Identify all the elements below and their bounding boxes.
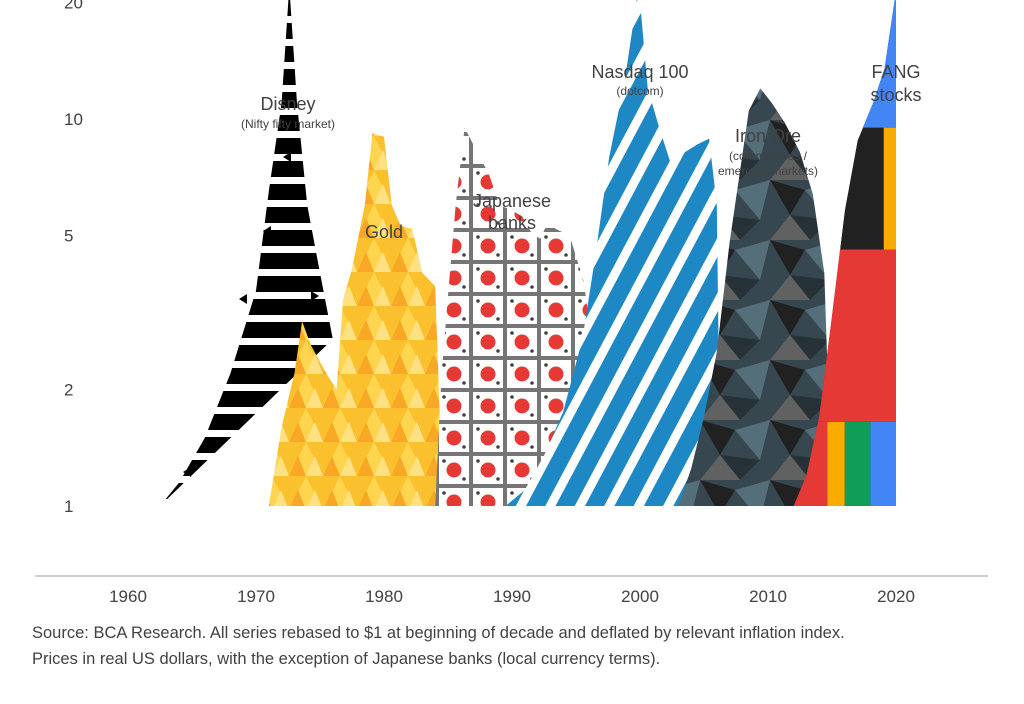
y-tick-label: 2	[64, 381, 73, 400]
x-tick-label: 1960	[109, 587, 147, 606]
label-fang-2: stocks	[870, 85, 921, 105]
label-japanese-banks-1: Japanese	[473, 191, 551, 211]
y-tick-label: 10	[64, 110, 83, 129]
arrow-marker-icon	[183, 467, 191, 477]
y-tick-label: 1	[64, 497, 73, 516]
annotations: Disney (Nifty fifty market) Gold Japanes…	[241, 62, 922, 242]
series-disney	[160, 0, 333, 506]
y-axis-tick-labels: 1 2 5 10 20	[64, 0, 83, 516]
label-iron-ore-sub2: emerging markets)	[718, 164, 818, 178]
source-line-2: Prices in real US dollars, with the exce…	[32, 650, 661, 668]
x-tick-label: 1990	[493, 587, 531, 606]
disney-arrow-markers	[183, 152, 319, 477]
y-tick-label: 20	[64, 0, 83, 12]
source-line-1: Source: BCA Research. All series rebased…	[32, 624, 845, 642]
arrow-marker-icon	[311, 291, 319, 301]
series-layer	[160, 0, 896, 507]
series-gold	[268, 133, 443, 506]
x-axis-tick-labels: 1960 1970 1980 1990 2000 2010 2020	[109, 587, 915, 606]
source-note: Source: BCA Research. All series rebased…	[32, 620, 1007, 672]
bubbles-chart: 1 2 5 10 20 1960 1970 1980 1990 2000 2010 2020 Dis…	[35, 0, 988, 606]
arrow-marker-icon	[239, 294, 247, 304]
label-fang-1: FANG	[871, 62, 920, 82]
label-nasdaq-sub: (dotcom)	[616, 84, 663, 98]
y-tick-label: 5	[64, 226, 73, 245]
label-iron-ore-sub1: (commodities /	[729, 149, 808, 163]
x-tick-label: 2020	[877, 587, 915, 606]
label-nasdaq: Nasdaq 100	[591, 62, 688, 82]
series-japanese-banks	[435, 127, 602, 506]
x-tick-label: 1980	[365, 587, 403, 606]
label-disney-sub: (Nifty fifty market)	[241, 117, 335, 131]
x-tick-label: 1970	[237, 587, 275, 606]
arrow-marker-icon	[283, 152, 291, 162]
x-tick-label: 2010	[749, 587, 787, 606]
series-nasdaq-100	[505, 0, 721, 506]
label-japanese-banks-2: banks	[488, 213, 536, 233]
label-disney: Disney	[260, 94, 315, 114]
label-iron-ore: Iron Ore	[735, 126, 801, 146]
x-tick-label: 2000	[621, 587, 659, 606]
series-iron-ore	[678, 88, 832, 507]
label-gold: Gold	[365, 222, 403, 242]
arrow-marker-icon	[263, 226, 271, 236]
